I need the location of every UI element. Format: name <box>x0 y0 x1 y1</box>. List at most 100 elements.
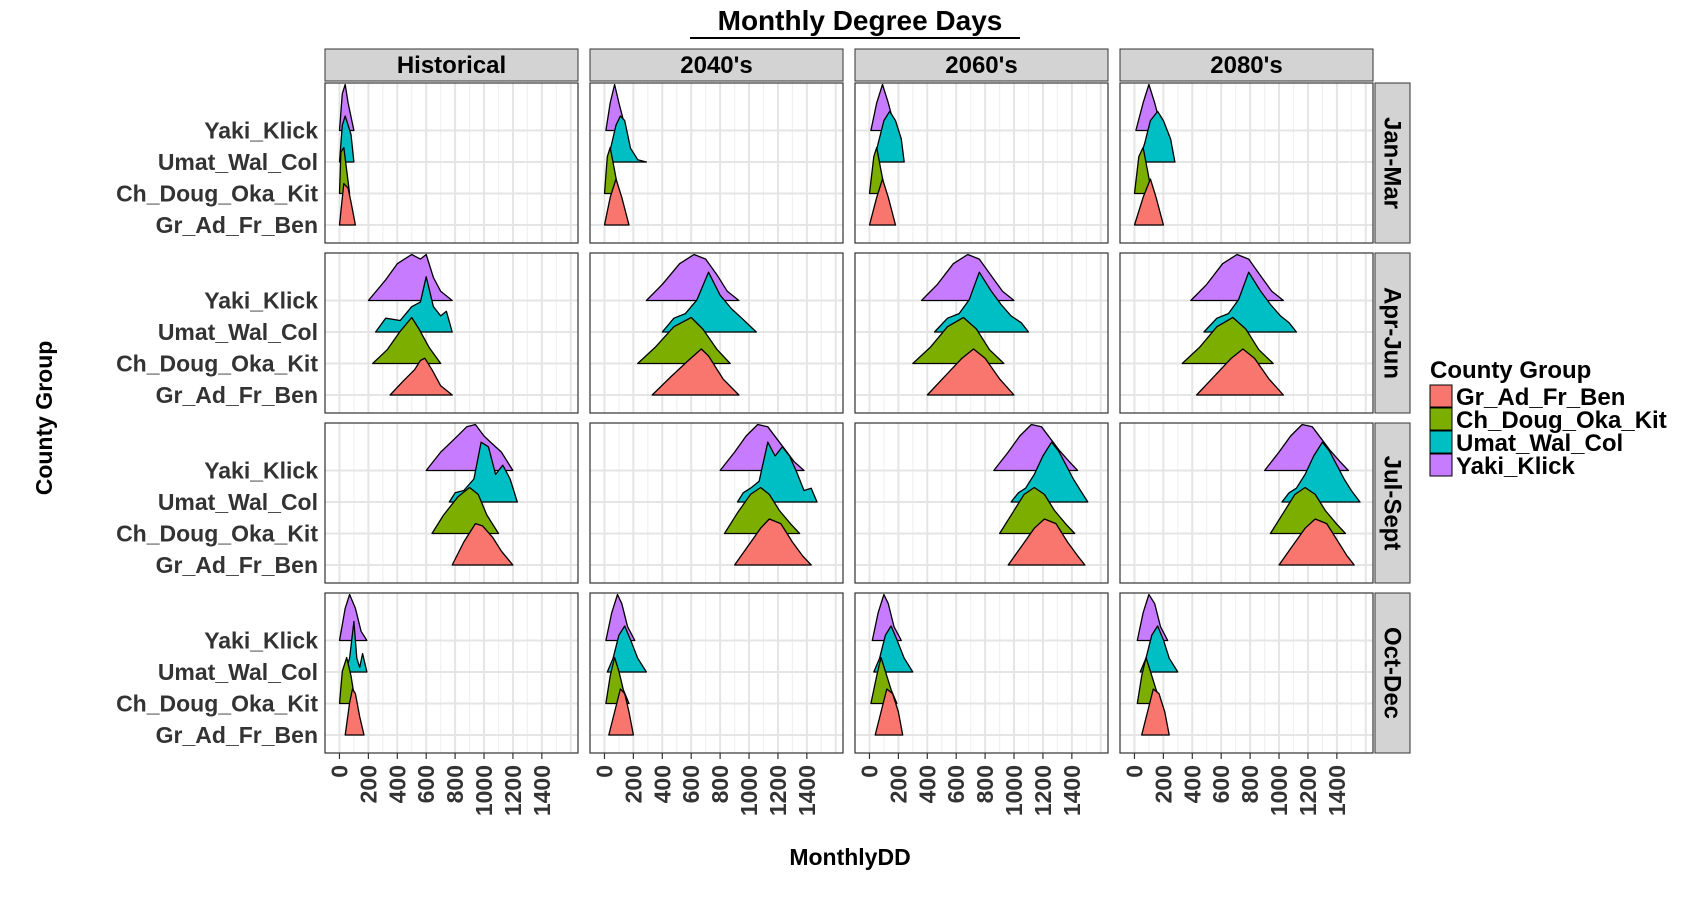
panel-border <box>1119 592 1374 754</box>
x-tick-label: 400 <box>649 765 675 803</box>
facet-strip-2040-s <box>589 48 844 82</box>
y-tick-label: Yaki_Klick <box>204 458 318 484</box>
facet-label-jan-mar: Jan-Mar <box>1379 117 1406 209</box>
facet-strip-jan-mar <box>1374 82 1411 244</box>
ridge-umat-wal-col <box>873 625 914 673</box>
ridge-gr-ad-fr-ben <box>926 348 1015 396</box>
ridge-gr-ad-fr-ben <box>603 178 630 226</box>
x-tick-label: 1400 <box>1059 765 1085 816</box>
facet-strip-historical <box>324 48 579 82</box>
x-tick-label: 1000 <box>1001 765 1027 816</box>
legend-label-yaki-klick: Yaki_Klick <box>1456 453 1575 480</box>
legend-label-umat-wal-col: Umat_Wal_Col <box>1456 430 1623 457</box>
x-tick-label: 800 <box>707 765 733 803</box>
legend-key-gr-ad-fr-ben <box>1429 384 1453 408</box>
x-tick-label: 1000 <box>736 765 762 816</box>
y-tick-label: Umat_Wal_Col <box>158 489 318 515</box>
ridge-umat-wal-col <box>1138 110 1176 163</box>
ridge-gr-ad-fr-ben <box>1278 518 1355 566</box>
x-tick-label: 200 <box>355 765 381 803</box>
ridge-ch-doug-oka-kit <box>1269 486 1347 535</box>
panel-border <box>324 252 579 414</box>
chart-title: Monthly Degree Days <box>718 5 1003 36</box>
x-tick-label: 800 <box>972 765 998 803</box>
x-tick-label: 600 <box>943 765 969 803</box>
ridge-gr-ad-fr-ben <box>608 688 635 736</box>
facet-label-apr-jun: Apr-Jun <box>1379 287 1406 379</box>
legend-key-ch-doug-oka-kit <box>1429 407 1453 431</box>
ridge-umat-wal-col <box>606 115 648 163</box>
ridge-gr-ad-fr-ben <box>651 348 740 396</box>
ridge-umat-wal-col <box>448 441 518 503</box>
facet-label-2040-s: 2040's <box>680 52 752 79</box>
ridge-ch-doug-oka-kit <box>1181 316 1274 365</box>
ridge-yaki-klick <box>1136 593 1169 642</box>
ridge-yaki-klick <box>920 253 1015 302</box>
facet-strip-jul-sept <box>1374 422 1411 584</box>
panel-border <box>1119 82 1374 244</box>
ridge-ch-doug-oka-kit <box>637 316 731 365</box>
ridge-ch-doug-oka-kit <box>431 486 500 535</box>
ridge-yaki-klick <box>338 83 355 132</box>
ridge-gr-ad-fr-ben <box>1141 688 1170 736</box>
x-tick-label: 0 <box>856 765 882 778</box>
ridge-yaki-klick <box>605 593 636 642</box>
y-tick-label: Umat_Wal_Col <box>158 149 318 175</box>
ridge-gr-ad-fr-ben <box>338 182 357 226</box>
ridge-gr-ad-fr-ben <box>344 688 365 736</box>
facet-label-2060-s: 2060's <box>945 52 1017 79</box>
facet-label-oct-dec: Oct-Dec <box>1379 627 1406 719</box>
y-tick-label: Gr_Ad_Fr_Ben <box>156 552 318 578</box>
panel-border <box>1119 252 1374 414</box>
x-tick-label: 400 <box>914 765 940 803</box>
x-tick-label: 1400 <box>1324 765 1350 816</box>
ridge-ch-doug-oka-kit <box>912 316 1005 365</box>
panel-border <box>324 82 579 244</box>
x-tick-label: 400 <box>384 765 410 803</box>
ridge-yaki-klick <box>871 593 902 642</box>
legend-title: County Group <box>1430 357 1591 384</box>
x-tick-label: 1200 <box>765 765 791 816</box>
legend-label-gr-ad-fr-ben: Gr_Ad_Fr_Ben <box>1456 384 1625 411</box>
y-tick-label: Gr_Ad_Fr_Ben <box>156 212 318 238</box>
y-tick-label: Gr_Ad_Fr_Ben <box>156 722 318 748</box>
legend-key-umat-wal-col <box>1429 430 1453 454</box>
x-tick-label: 600 <box>678 765 704 803</box>
panel-border <box>854 422 1109 584</box>
panel-border <box>589 252 844 414</box>
panel-border <box>324 422 579 584</box>
x-tick-label: 0 <box>1121 765 1147 778</box>
ridge-umat-wal-col <box>1203 271 1298 333</box>
facet-strip-2080-s <box>1119 48 1374 82</box>
panel-border <box>589 82 844 244</box>
legend: Gr_Ad_Fr_BenCh_Doug_Oka_KitUmat_Wal_ColY… <box>1429 384 1667 480</box>
x-tick-label: 200 <box>1150 765 1176 803</box>
y-tick-label: Ch_Doug_Oka_Kit <box>116 351 318 377</box>
y-tick-label: Ch_Doug_Oka_Kit <box>116 181 318 207</box>
ridge-umat-wal-col <box>661 271 757 333</box>
ridge-ch-doug-oka-kit <box>372 316 442 365</box>
y-tick-label: Yaki_Klick <box>204 118 318 144</box>
y-axis-label: County Group <box>31 341 57 496</box>
x-tick-label: 1400 <box>529 765 555 816</box>
facet-strip-oct-dec <box>1374 592 1411 754</box>
ridge-ch-doug-oka-kit <box>998 486 1076 535</box>
panel-border <box>1119 422 1374 584</box>
x-tick-label: 1200 <box>1295 765 1321 816</box>
x-tick-label: 0 <box>591 765 617 778</box>
ridge-umat-wal-col <box>1139 625 1179 673</box>
ridge-umat-wal-col <box>1010 441 1089 503</box>
ridge-gr-ad-fr-ben <box>1195 348 1285 396</box>
x-tick-label: 800 <box>1237 765 1263 803</box>
y-tick-label: Yaki_Klick <box>204 628 318 654</box>
panel-border <box>854 592 1109 754</box>
x-tick-label: 800 <box>442 765 468 803</box>
facet-panels: Historical 2040's 2060's 2080's Jan-Mar Apr-J… <box>116 48 1411 816</box>
panel-border <box>854 252 1109 414</box>
ridge-gr-ad-fr-ben <box>389 357 453 396</box>
legend-key-yaki-klick <box>1429 453 1453 477</box>
x-tick-label: 1000 <box>1266 765 1292 816</box>
ridge-yaki-klick <box>367 253 453 302</box>
y-tick-label: Yaki_Klick <box>204 288 318 314</box>
